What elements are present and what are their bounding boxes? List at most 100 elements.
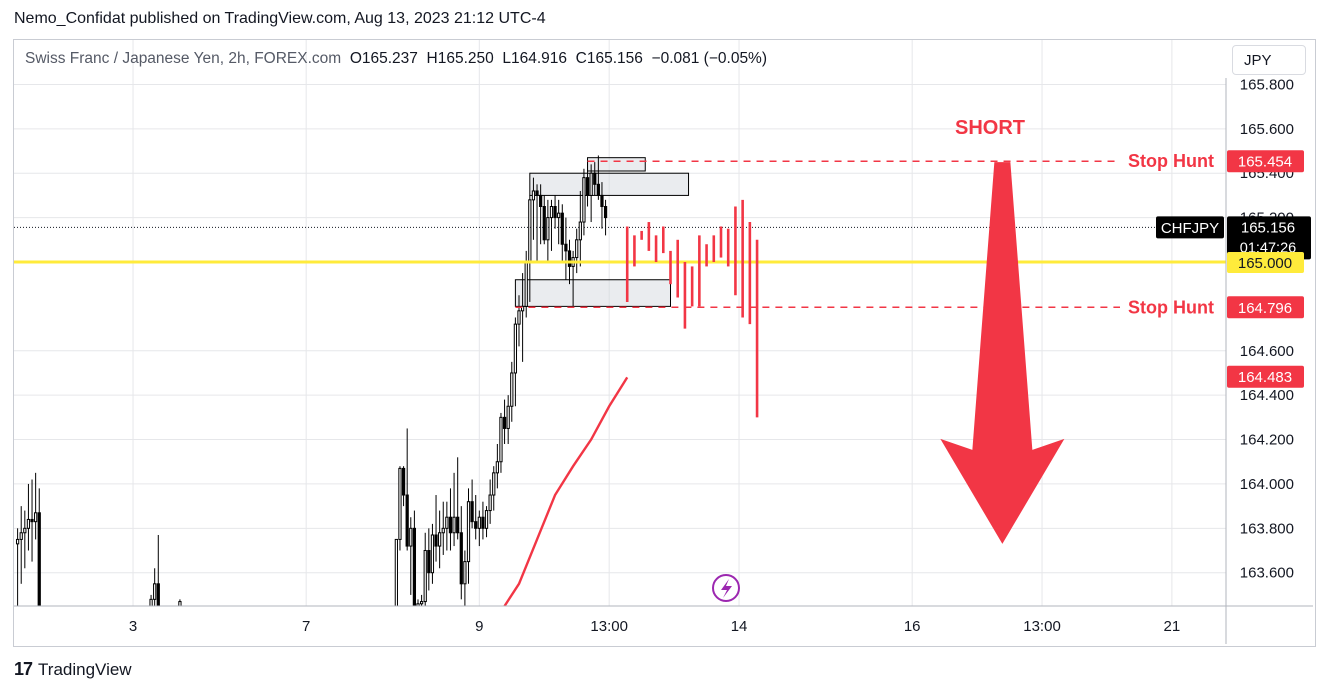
candle-body — [492, 472, 496, 496]
candle-body — [178, 601, 182, 606]
currency-button[interactable]: JPY — [1232, 45, 1306, 75]
price-tick-label: 165.800 — [1240, 76, 1294, 93]
stop-hunt-low-price-bg — [1227, 296, 1304, 319]
short-arrow-shape — [940, 162, 1065, 544]
levels — [14, 160, 1226, 309]
candle-body — [582, 177, 586, 223]
candle-body — [542, 206, 546, 241]
candle-body — [488, 494, 492, 512]
candle-body — [23, 527, 27, 534]
level-price: 165.000 — [1238, 255, 1292, 272]
candle-body — [589, 172, 593, 196]
price-axis: 165.800165.600165.400165.200164.600164.4… — [1225, 76, 1294, 644]
candle-body — [549, 206, 554, 219]
stop-hunt-low-price: 164.796 — [1238, 300, 1292, 317]
candle-body — [19, 532, 23, 540]
candle-body — [448, 516, 453, 534]
candle-body — [600, 194, 604, 208]
candle-body — [470, 501, 474, 523]
candle-body — [459, 532, 463, 585]
candle-body — [434, 534, 438, 547]
legend: Swiss Franc / Japanese Yen, 2h, FOREX.co… — [25, 50, 767, 68]
candle-body — [575, 239, 579, 259]
close-label: C — [575, 50, 587, 67]
candle-body — [567, 250, 572, 267]
candle-body — [26, 518, 31, 529]
candle-body — [401, 467, 406, 496]
level-price-bg — [1227, 251, 1304, 273]
candle-body — [520, 305, 525, 312]
candle-body — [153, 583, 157, 600]
candle-body — [546, 217, 550, 241]
candle-body — [463, 561, 467, 585]
candle-body — [510, 372, 514, 407]
candle-body — [517, 310, 521, 325]
moving-average — [503, 376, 629, 607]
time-tick-label: 14 — [731, 618, 748, 635]
candle-body — [412, 527, 417, 606]
candle-body — [405, 494, 409, 547]
projection — [625, 199, 759, 418]
publish-line: Nemo_Confidat published on TradingView.c… — [14, 10, 546, 27]
candle-body — [423, 550, 427, 603]
target-price: 164.483 — [1238, 369, 1292, 386]
target-price-bg — [1227, 365, 1304, 388]
candle-body — [513, 323, 518, 374]
candle-body — [596, 183, 600, 196]
candle-body — [441, 527, 445, 534]
time-tick-label: 9 — [475, 618, 483, 635]
candle-body — [531, 190, 536, 201]
candle-body — [438, 532, 442, 547]
candle-body — [603, 206, 608, 219]
grid — [14, 40, 1226, 606]
lightning-event-icon[interactable] — [712, 574, 740, 602]
candle-body — [37, 512, 41, 606]
brand-name: TradingView — [38, 659, 132, 679]
candle-body — [535, 190, 539, 196]
candle-body — [593, 172, 597, 185]
candle-body — [419, 601, 424, 605]
candle-body — [499, 416, 503, 463]
candle-body — [585, 177, 590, 196]
price-tick-label: 163.600 — [1240, 565, 1294, 582]
zone-box — [514, 279, 672, 307]
candle-body — [557, 212, 561, 219]
change-value: −0.081 (−0.05%) — [651, 50, 768, 67]
zone-box — [529, 172, 690, 196]
price-tick-label: 164.000 — [1240, 476, 1294, 493]
brand[interactable]: 17 TradingView — [14, 659, 132, 680]
open-label: O — [349, 50, 362, 67]
symbol-description: Swiss Franc / Japanese Yen, 2h, FOREX.co… — [25, 50, 342, 67]
symbol-tag-bg — [1156, 216, 1224, 239]
low-value: 164.916 — [511, 50, 568, 67]
candle-body — [560, 212, 564, 245]
price-tick-label: 163.800 — [1240, 520, 1294, 537]
candles — [15, 155, 608, 606]
time-tick-label: 3 — [129, 618, 137, 635]
candle-body — [477, 516, 481, 529]
chart-frame — [13, 39, 1316, 647]
stop-hunt-high-price-bg — [1227, 150, 1304, 173]
stop-hunt-high-label: Stop Hunt — [1128, 151, 1214, 171]
candle-body — [506, 405, 510, 429]
annotations: SHORT Stop Hunt Stop Hunt — [712, 117, 1214, 602]
candle-body — [553, 206, 557, 219]
candle-body — [452, 516, 456, 534]
time-tick-label: 16 — [904, 618, 921, 635]
price-tick-label: 164.600 — [1240, 343, 1294, 360]
tradingview-logo-icon: 17 — [14, 659, 33, 679]
ma-line — [503, 376, 629, 607]
candle-body — [445, 516, 449, 529]
short-arrow — [940, 162, 1065, 544]
candle-body — [466, 501, 471, 563]
open-value: 165.237 — [361, 50, 418, 67]
price-tick-label: 165.600 — [1240, 121, 1294, 138]
zone-box — [587, 157, 646, 172]
candle-body — [409, 527, 413, 547]
current-price-box-bg — [1227, 216, 1311, 260]
candle-body — [539, 194, 543, 208]
stop-hunt-low-label: Stop Hunt — [1128, 297, 1214, 317]
candle-body — [427, 550, 431, 574]
